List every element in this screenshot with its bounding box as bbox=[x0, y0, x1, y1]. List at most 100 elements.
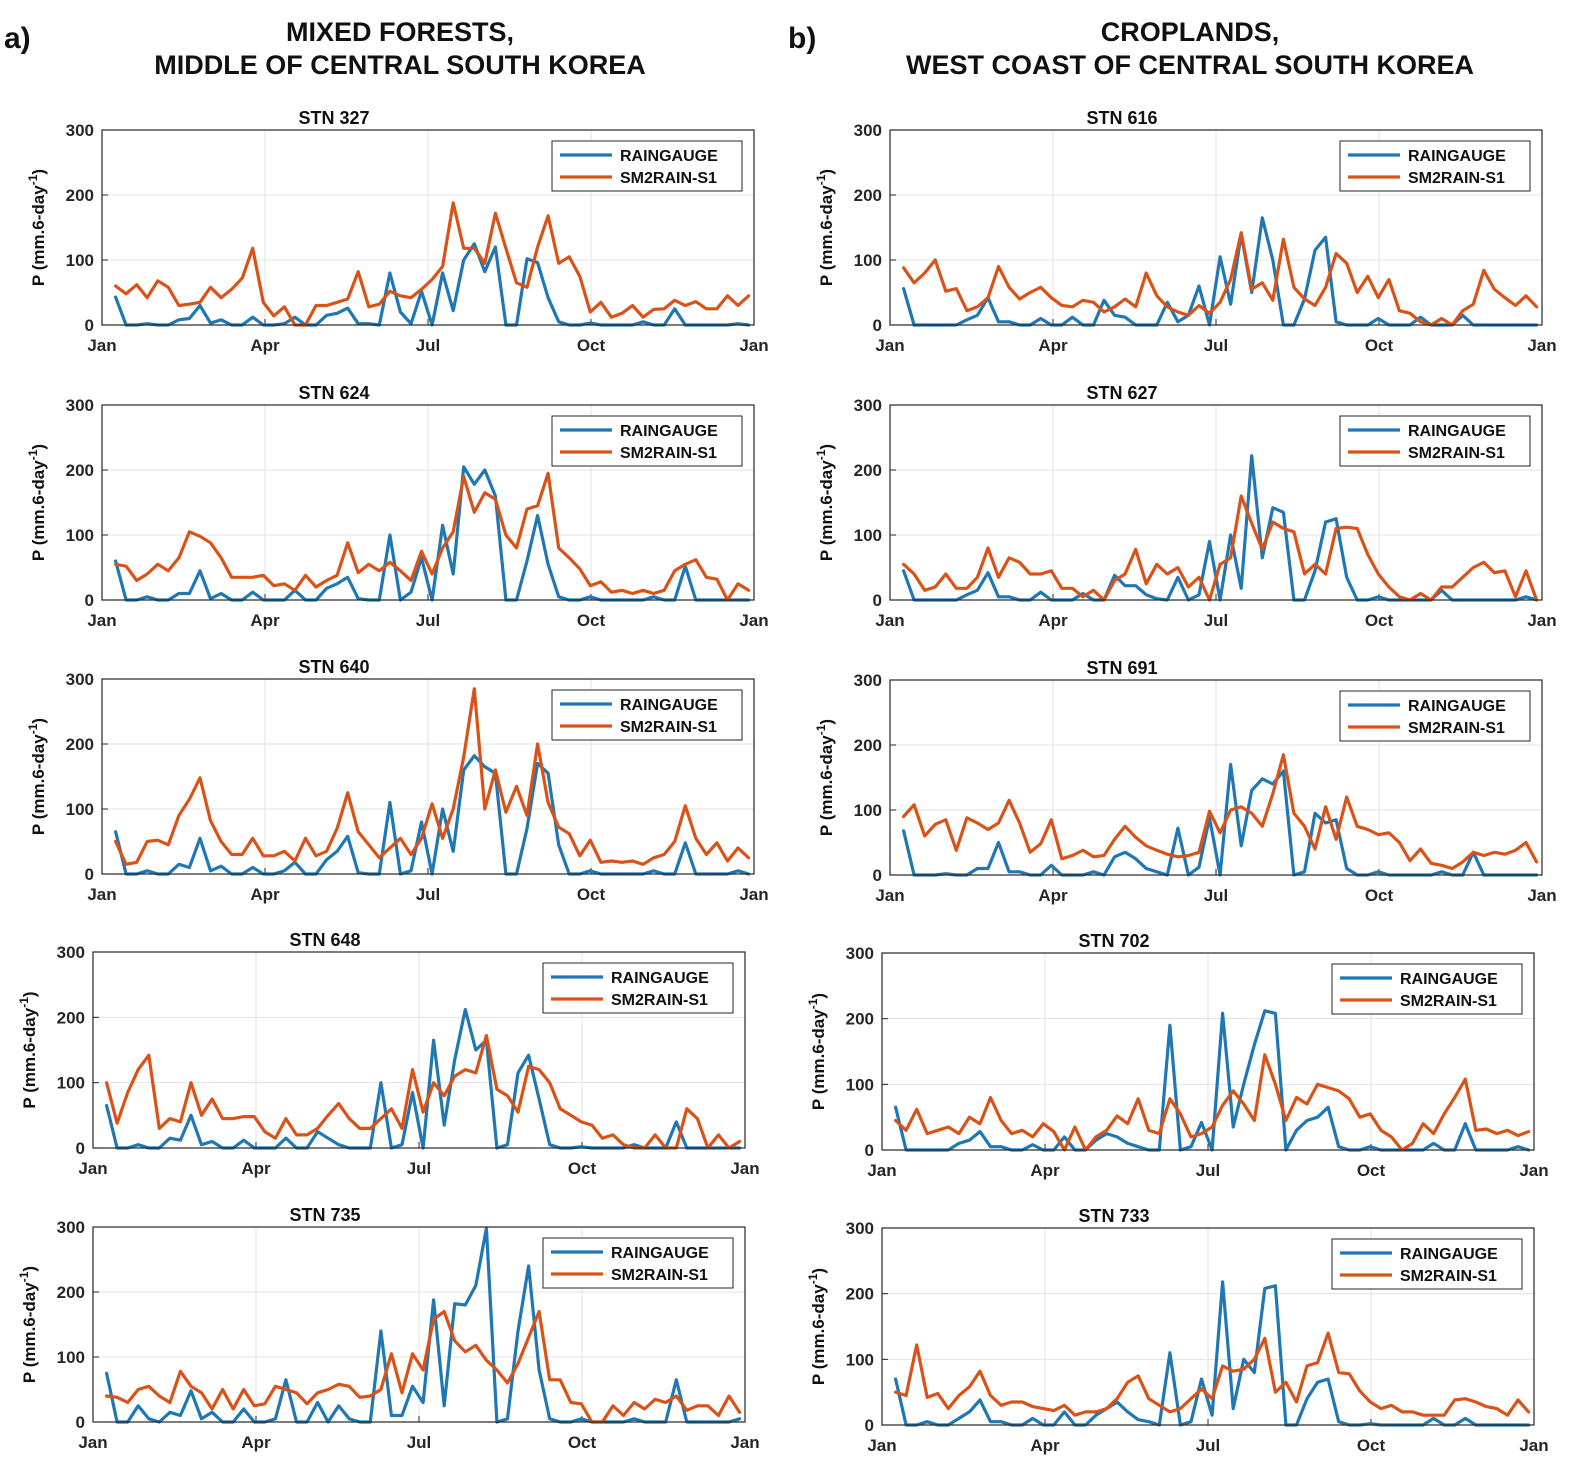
y-axis-label-close: ) bbox=[817, 719, 836, 725]
axes-box bbox=[101, 404, 755, 601]
x-tick-label: Jul bbox=[1196, 1161, 1221, 1180]
y-axis-label-main: P (mm.6-day bbox=[817, 735, 836, 836]
legend-label: SM2RAIN-S1 bbox=[611, 992, 708, 1009]
y-tick-label: 100 bbox=[66, 251, 94, 270]
y-axis-label-superscript: -1 bbox=[814, 449, 828, 460]
column-b-title: CROPLANDS, WEST COAST OF CENTRAL SOUTH K… bbox=[860, 16, 1520, 82]
legend: RAINGAUGE SM2RAIN-S1 bbox=[1339, 415, 1531, 467]
series-line-sm2rain-s1 bbox=[893, 1053, 1531, 1152]
x-tick-label: Apr bbox=[1038, 611, 1068, 630]
plot-title: STN 627 bbox=[1086, 383, 1157, 403]
legend: RAINGAUGE SM2RAIN-S1 bbox=[1339, 690, 1531, 742]
y-axis-label-superscript: -1 bbox=[806, 1273, 820, 1284]
y-tick-label: 100 bbox=[854, 526, 882, 545]
y-axis-label-close: ) bbox=[20, 991, 39, 997]
legend-label: SM2RAIN-S1 bbox=[1408, 445, 1505, 462]
y-tick-label: 300 bbox=[846, 944, 874, 963]
y-axis-label-main: P (mm.6-day bbox=[809, 1284, 828, 1385]
x-tick-label: Jul bbox=[1204, 886, 1229, 905]
x-tick-label: Jul bbox=[416, 336, 441, 355]
y-axis-label-main: P (mm.6-day bbox=[20, 1282, 39, 1383]
x-tick-label: Oct bbox=[568, 1433, 597, 1452]
y-axis-label-main: P (mm.6-day bbox=[809, 1009, 828, 1110]
x-tick-label: Apr bbox=[250, 611, 280, 630]
plot-title: STN 702 bbox=[1078, 931, 1149, 951]
panel-label-a: a) bbox=[4, 22, 31, 55]
y-tick-label: 0 bbox=[85, 865, 94, 884]
y-tick-label: 200 bbox=[854, 736, 882, 755]
series-line-sm2rain-s1 bbox=[104, 1309, 742, 1424]
y-axis-label: P (mm.6-day-1) bbox=[814, 169, 836, 286]
y-tick-label: 0 bbox=[873, 316, 882, 335]
legend: RAINGAUGE SM2RAIN-S1 bbox=[542, 1237, 734, 1289]
x-tick-label: Apr bbox=[1030, 1161, 1060, 1180]
legend: RAINGAUGE SM2RAIN-S1 bbox=[1339, 140, 1531, 192]
x-tick-label: Jan bbox=[87, 611, 116, 630]
legend-box bbox=[551, 415, 743, 467]
legend-label: SM2RAIN-S1 bbox=[1408, 720, 1505, 737]
x-tick-label: Jan bbox=[1527, 611, 1556, 630]
legend: RAINGAUGE SM2RAIN-S1 bbox=[551, 415, 743, 467]
y-axis-label-superscript: -1 bbox=[806, 998, 820, 1009]
x-tick-label: Oct bbox=[1365, 611, 1394, 630]
axes-box bbox=[92, 951, 746, 1149]
y-axis-label-close: ) bbox=[20, 1266, 39, 1272]
legend-box bbox=[1339, 415, 1531, 467]
legend-box bbox=[1331, 963, 1523, 1015]
axes-box bbox=[881, 952, 1535, 1151]
legend-box bbox=[1339, 690, 1531, 742]
axes-box bbox=[101, 678, 755, 875]
y-tick-label: 200 bbox=[854, 461, 882, 480]
y-tick-label: 100 bbox=[846, 1075, 874, 1094]
x-tick-label: Oct bbox=[1357, 1161, 1386, 1180]
legend: RAINGAUGE SM2RAIN-S1 bbox=[542, 962, 734, 1014]
y-tick-label: 0 bbox=[85, 591, 94, 610]
legend-label: SM2RAIN-S1 bbox=[620, 719, 717, 736]
series-line-sm2rain-s1 bbox=[113, 201, 751, 327]
x-tick-label: Jan bbox=[1527, 336, 1556, 355]
y-tick-label: 200 bbox=[846, 1285, 874, 1304]
legend-label: SM2RAIN-S1 bbox=[611, 1267, 708, 1284]
y-axis-label-superscript: -1 bbox=[26, 723, 40, 734]
x-tick-label: Apr bbox=[241, 1159, 271, 1178]
axes-box bbox=[889, 679, 1543, 876]
y-tick-label: 0 bbox=[85, 316, 94, 335]
x-tick-label: Jan bbox=[867, 1161, 896, 1180]
x-tick-label: Apr bbox=[1038, 886, 1068, 905]
x-tick-label: Oct bbox=[1365, 886, 1394, 905]
series-line-sm2rain-s1 bbox=[113, 471, 751, 602]
y-axis-label-close: ) bbox=[29, 169, 48, 175]
y-tick-label: 200 bbox=[854, 186, 882, 205]
legend-label: RAINGAUGE bbox=[611, 1245, 709, 1262]
y-tick-label: 200 bbox=[57, 1008, 85, 1027]
y-axis-label-close: ) bbox=[809, 1268, 828, 1274]
y-tick-label: 100 bbox=[854, 801, 882, 820]
y-tick-label: 100 bbox=[854, 251, 882, 270]
y-tick-label: 0 bbox=[873, 591, 882, 610]
column-a-title: MIXED FORESTS, MIDDLE OF CENTRAL SOUTH K… bbox=[110, 16, 690, 82]
legend-label: RAINGAUGE bbox=[620, 423, 718, 440]
x-tick-label: Jul bbox=[407, 1159, 432, 1178]
x-tick-label: Jan bbox=[730, 1433, 759, 1452]
legend-label: SM2RAIN-S1 bbox=[1400, 993, 1497, 1010]
series-line-sm2rain-s1 bbox=[113, 687, 751, 866]
column-b-title-line1: CROPLANDS, bbox=[1100, 17, 1280, 47]
legend: RAINGAUGE SM2RAIN-S1 bbox=[1331, 963, 1523, 1015]
legend-label: SM2RAIN-S1 bbox=[620, 170, 717, 187]
y-tick-label: 0 bbox=[873, 866, 882, 885]
x-tick-label: Jan bbox=[739, 611, 768, 630]
y-tick-label: 0 bbox=[76, 1139, 85, 1158]
axes-box bbox=[881, 1227, 1535, 1426]
x-tick-label: Jan bbox=[78, 1159, 107, 1178]
y-axis-label: P (mm.6-day-1) bbox=[806, 993, 828, 1110]
y-tick-label: 100 bbox=[66, 526, 94, 545]
x-tick-label: Jul bbox=[1196, 1436, 1221, 1455]
y-axis-label-main: P (mm.6-day bbox=[29, 460, 48, 561]
legend-box bbox=[542, 962, 734, 1014]
